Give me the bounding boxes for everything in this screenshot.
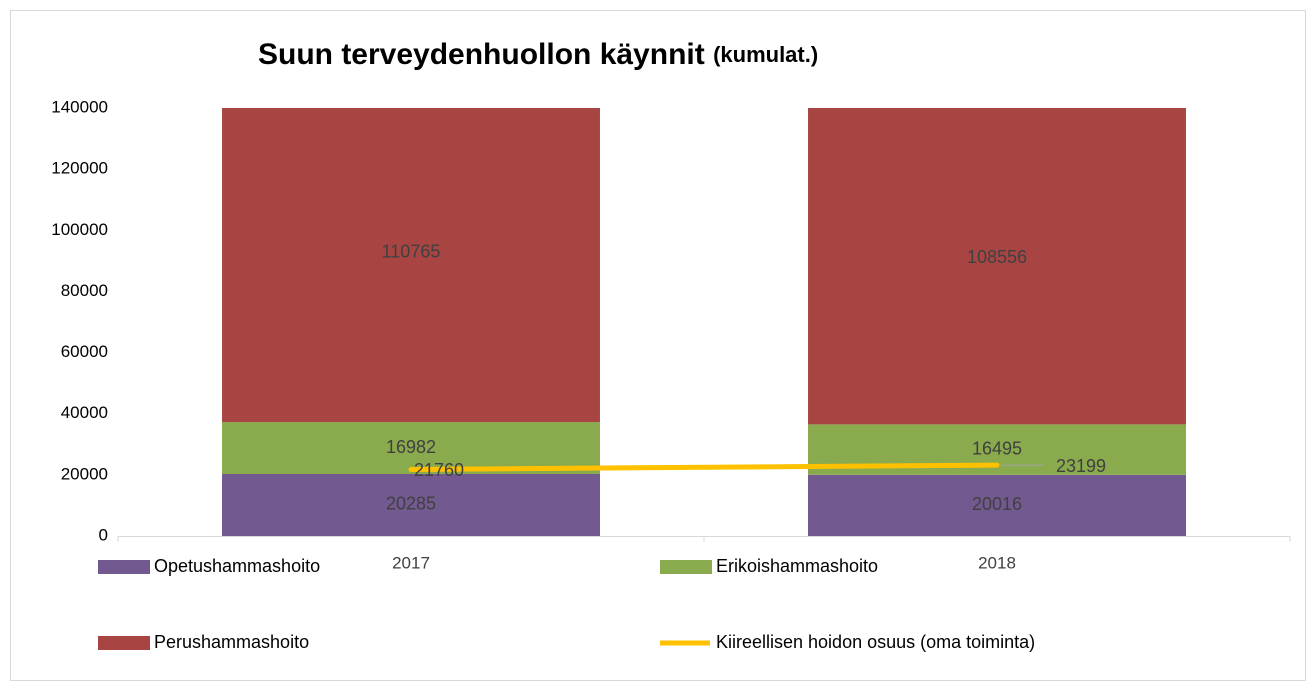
y-tick-label: 140000 (51, 97, 108, 116)
line-series (408, 462, 1000, 472)
bar-segment (808, 474, 1186, 536)
legend-label: Kiireellisen hoidon osuus (oma toiminta) (716, 632, 1035, 652)
legend-label: Opetushammashoito (154, 556, 320, 576)
y-tick-label: 40000 (61, 403, 108, 422)
y-tick-label: 100000 (51, 220, 108, 239)
bar-segment (808, 108, 1186, 425)
data-label: 20285 (386, 494, 436, 514)
data-label: 20016 (972, 494, 1022, 514)
bar-segment (222, 108, 600, 423)
y-tick-label: 60000 (61, 342, 108, 361)
chart-title: Suun terveydenhuollon käynnit (kumulat.) (258, 38, 818, 71)
data-label: 110765 (382, 242, 441, 262)
legend-label: Perushammashoito (154, 632, 309, 652)
x-tick-label: 2018 (978, 553, 1016, 572)
bar-segment (222, 473, 600, 536)
legend-swatch (98, 636, 150, 650)
data-label: 21760 (414, 460, 464, 480)
x-tick-label: 2017 (392, 553, 430, 572)
y-tick-label: 120000 (51, 159, 108, 178)
data-label: 16495 (972, 438, 1022, 458)
y-tick-label: 80000 (61, 281, 108, 300)
data-label: 108556 (967, 247, 1027, 267)
legend-label: Erikoishammashoito (716, 556, 878, 576)
bar-segment (222, 422, 600, 474)
data-label: 16982 (386, 437, 436, 457)
data-label: 23199 (1056, 456, 1106, 476)
y-tick-label: 0 (99, 525, 108, 544)
legend-swatch (660, 560, 712, 574)
y-tick-label: 20000 (61, 464, 108, 483)
legend-swatch (98, 560, 150, 574)
plot-area (222, 108, 1186, 536)
